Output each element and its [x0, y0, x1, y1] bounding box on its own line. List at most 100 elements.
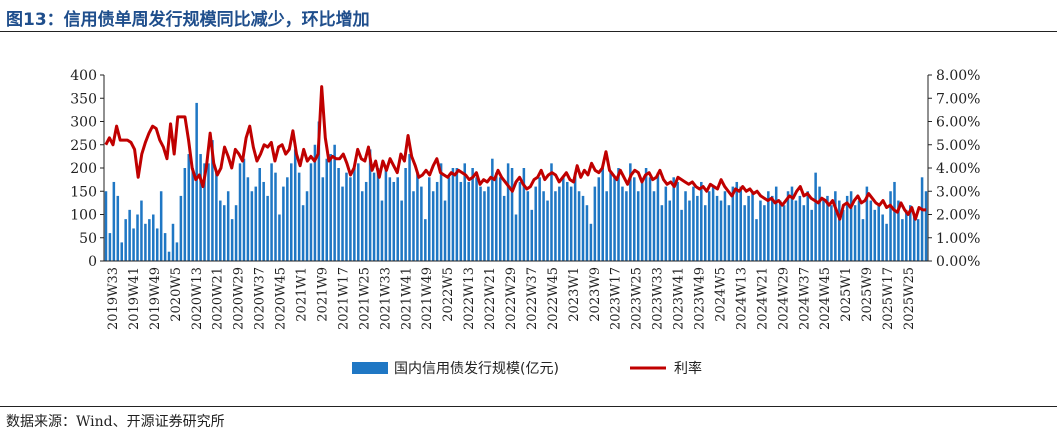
x-tick-label: 2021W33 — [378, 267, 393, 330]
y-left-tick-label: 400 — [70, 68, 97, 84]
bar — [660, 205, 664, 261]
x-tick-label: 2022W13 — [462, 267, 477, 330]
bar — [341, 186, 344, 261]
bar — [282, 186, 285, 261]
x-tick-label: 2023W1 — [567, 267, 582, 322]
bar — [703, 205, 707, 261]
bar — [400, 200, 403, 261]
bar — [849, 191, 853, 261]
chart-title: 图13：信用债单周发行规模同比减少，环比增加 — [6, 10, 370, 30]
x-tick-label: 2020W5 — [169, 267, 184, 322]
y-right-tick-label: 6.00% — [936, 115, 980, 131]
bar — [467, 181, 470, 261]
bar — [889, 191, 892, 261]
bar — [357, 163, 360, 261]
bar — [920, 177, 924, 261]
x-tick-label: 2023W25 — [630, 267, 645, 330]
bar — [396, 177, 399, 261]
bar — [420, 186, 423, 261]
bar — [349, 177, 352, 261]
x-axis-ticks: 2019W33 2019W41 2019W49 2020W5 2020W13 2020W2… — [106, 267, 917, 330]
x-tick-label: 2023W49 — [693, 267, 708, 330]
x-tick-label: 2020W45 — [274, 267, 289, 330]
bar — [305, 191, 309, 261]
bar — [743, 205, 746, 261]
bar — [573, 172, 577, 261]
bar — [759, 200, 762, 261]
bar — [451, 168, 455, 261]
bar — [309, 163, 313, 261]
bar — [818, 186, 821, 261]
bar — [589, 223, 593, 261]
bar — [798, 195, 802, 261]
y-left-tick-label: 350 — [70, 91, 97, 107]
y-left-tick-label: 250 — [70, 138, 97, 154]
bar — [266, 195, 269, 261]
bar — [159, 191, 163, 261]
bar — [502, 195, 506, 261]
bar — [613, 177, 616, 261]
bar — [672, 177, 675, 261]
bottom-divider — [0, 406, 1057, 407]
legend-bar-label: 国内信用债发行规模(亿元) — [394, 361, 559, 377]
bar — [838, 200, 841, 261]
bar — [830, 205, 833, 261]
bar — [763, 205, 766, 261]
bar — [747, 195, 750, 261]
bar — [696, 195, 699, 261]
bar — [380, 200, 384, 261]
bar — [392, 181, 396, 261]
bar — [621, 186, 624, 261]
bar — [562, 177, 565, 261]
bar — [498, 177, 502, 261]
bar — [215, 172, 218, 261]
bar — [601, 168, 604, 261]
bar — [203, 163, 206, 261]
bar — [771, 195, 774, 261]
bar — [577, 191, 581, 261]
bar — [246, 177, 250, 261]
bar — [329, 154, 332, 261]
bar — [187, 154, 191, 261]
bar — [656, 172, 660, 261]
bar — [408, 154, 411, 261]
bar — [680, 209, 683, 261]
bar — [514, 214, 518, 261]
bar — [648, 177, 652, 261]
y-right-tick-label: 1.00% — [936, 231, 980, 247]
bar — [912, 214, 916, 261]
bar — [506, 163, 510, 261]
y-right-tick-label: 4.00% — [936, 161, 980, 177]
bar — [688, 200, 691, 261]
bar — [664, 186, 668, 261]
bar — [605, 191, 608, 261]
bar — [416, 172, 419, 261]
bar — [290, 163, 293, 261]
source-note: 数据来源：Wind、开源证券研究所 — [6, 414, 225, 430]
bar — [459, 181, 463, 261]
x-tick-label: 2023W9 — [588, 267, 603, 322]
bar — [711, 186, 715, 261]
y-left-tick-label: 150 — [70, 184, 97, 200]
bar — [148, 219, 151, 261]
y-right-tick-label: 5.00% — [936, 138, 980, 154]
bar — [751, 191, 754, 261]
bar — [538, 177, 541, 261]
bar — [861, 219, 865, 261]
y-left-tick-label: 300 — [70, 115, 97, 131]
bar — [869, 200, 873, 261]
bar — [707, 191, 711, 261]
bar — [652, 191, 656, 261]
bar — [778, 200, 782, 261]
bar — [258, 168, 261, 261]
x-tick-label: 2025W17 — [881, 267, 896, 330]
bar — [234, 205, 238, 261]
bar — [424, 219, 427, 261]
bar — [806, 191, 810, 261]
bar — [916, 219, 920, 261]
bar — [412, 191, 415, 261]
bar — [270, 163, 273, 261]
bar — [727, 205, 731, 261]
bar — [629, 163, 632, 261]
bar — [183, 168, 187, 261]
